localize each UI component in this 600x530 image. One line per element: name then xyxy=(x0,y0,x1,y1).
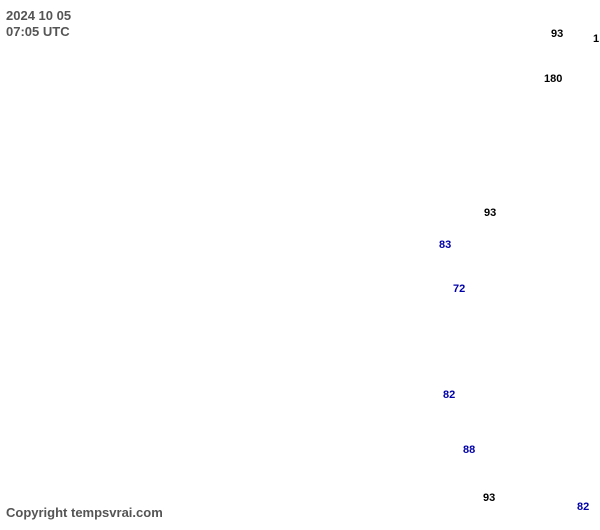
data-point-0: 93 xyxy=(551,28,563,40)
data-point-6: 82 xyxy=(443,389,455,401)
data-point-5: 72 xyxy=(453,283,465,295)
data-point-9: 82 xyxy=(577,501,589,513)
data-point-7: 88 xyxy=(463,444,475,456)
data-point-2: 180 xyxy=(544,73,562,85)
timestamp-header: 2024 10 05 07:05 UTC xyxy=(6,8,71,39)
copyright-label: Copyright tempsvrai.com xyxy=(6,505,163,520)
date-label: 2024 10 05 xyxy=(6,8,71,24)
data-point-3: 93 xyxy=(484,207,496,219)
time-label: 07:05 UTC xyxy=(6,24,71,40)
data-point-1: 1 xyxy=(593,33,599,45)
data-point-4: 83 xyxy=(439,239,451,251)
data-point-8: 93 xyxy=(483,492,495,504)
